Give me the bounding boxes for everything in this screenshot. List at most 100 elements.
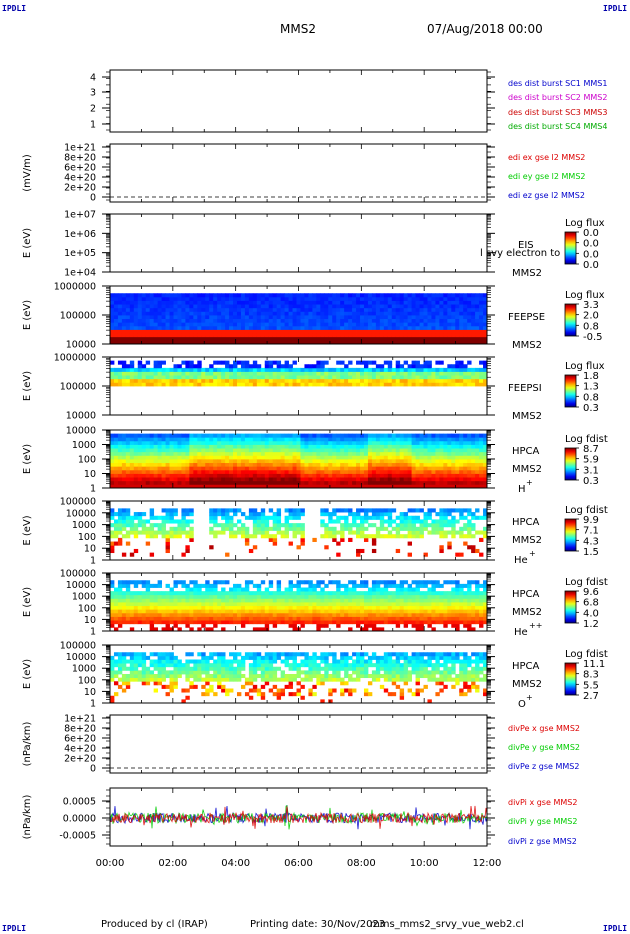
spectrogram-cell: [336, 462, 341, 467]
spectrogram-cell: [367, 325, 373, 330]
spectrogram-cell: [276, 325, 282, 330]
spectrogram-cell: [217, 448, 222, 453]
spectrogram-cell: [157, 480, 162, 485]
spectrogram-cell: [165, 307, 170, 312]
spectrogram-cell: [336, 444, 341, 449]
spectrogram-cell: [260, 304, 266, 309]
spectrogram-cell: [260, 469, 266, 474]
spectrogram-cell: [300, 466, 305, 471]
spectrogram-cell: [360, 526, 365, 531]
spectrogram-cell: [248, 375, 254, 380]
y-tick-label: 100: [78, 532, 96, 543]
spectrogram-cell: [308, 480, 313, 485]
spectrogram-cell: [276, 300, 282, 305]
spectrogram-cell: [149, 620, 155, 625]
spectrogram-cell: [276, 293, 282, 298]
spectrogram-cell: [272, 455, 278, 460]
spectrogram-cell: [236, 609, 242, 614]
spectrogram-cell: [197, 315, 202, 320]
spectrogram-cell: [320, 508, 325, 513]
spectrogram-cell: [427, 329, 432, 334]
spectrogram-cell: [185, 440, 190, 445]
spectrogram-cell: [256, 367, 262, 372]
spectrogram-cell: [145, 296, 151, 301]
spectrogram-cell: [272, 477, 278, 482]
spectrogram-cell: [129, 293, 135, 298]
spectrogram-cell: [221, 367, 226, 372]
spectrogram-cell: [383, 433, 389, 438]
spectrogram-cell: [415, 477, 420, 482]
spectrogram-cell: [121, 508, 127, 513]
spectrogram-cell: [288, 477, 293, 482]
spectrogram-cell: [363, 462, 369, 467]
spectrogram-cell: [244, 382, 250, 387]
spectrogram-cell: [248, 329, 254, 334]
spectrogram-cell: [240, 448, 246, 453]
spectrogram-cell: [308, 333, 313, 338]
spectrogram-cell: [157, 466, 162, 471]
spectrogram-cell: [149, 609, 155, 614]
spectrogram-cell: [113, 300, 119, 305]
spectrogram-cell: [213, 360, 218, 365]
spectrogram-cell: [379, 329, 385, 334]
spectrogram-cell: [300, 375, 305, 380]
spectrogram-cell: [244, 480, 250, 485]
spectrogram-cell: [177, 296, 182, 301]
spectrogram-cell: [391, 336, 397, 341]
spectrogram-cell: [217, 437, 222, 442]
spectrogram-cell: [403, 322, 409, 327]
spectrogram-cell: [419, 462, 424, 467]
spectrogram-cell: [193, 371, 198, 376]
spectrogram-cell: [431, 311, 436, 316]
spectrogram-cell: [387, 519, 393, 524]
spectrogram-cell: [197, 336, 202, 341]
spectrogram-cell: [399, 322, 405, 327]
spectrogram-cell: [407, 329, 412, 334]
spectrogram-cell: [217, 340, 222, 345]
spectrogram-cell: [189, 616, 194, 621]
spectrogram-cell: [252, 325, 258, 330]
spectrogram-cell: [113, 440, 119, 445]
spectrogram-cell: [177, 620, 182, 625]
spectrogram-cell: [169, 526, 174, 531]
spectrogram-cell: [403, 304, 409, 309]
spectrogram-cell: [165, 598, 170, 603]
spectrogram-cell: [125, 364, 131, 369]
spectrogram-cell: [110, 605, 115, 610]
spectrogram-cell: [387, 293, 393, 298]
spectrogram-cell: [117, 440, 123, 445]
spectrogram-cell: [252, 367, 258, 372]
spectrogram-cell: [463, 459, 468, 464]
spectrogram-cell: [348, 440, 353, 445]
spectrogram-cell: [225, 311, 230, 316]
spectrogram-cell: [479, 371, 484, 376]
spectrogram-cell: [463, 367, 468, 372]
spectrogram-cell: [332, 433, 337, 438]
spectrogram-cell: [236, 360, 242, 365]
spectrogram-cell: [161, 437, 166, 442]
spectrogram-cell: [403, 300, 409, 305]
spectrogram-cell: [399, 307, 405, 312]
spectrogram-cell: [189, 322, 194, 327]
spectrogram-cell: [217, 293, 222, 298]
spectrogram-cell: [225, 620, 230, 625]
spectrogram-cell: [233, 300, 238, 305]
spectrogram-cell: [455, 552, 460, 557]
spectrogram-cell: [348, 336, 353, 341]
spectrogram-cell: [141, 448, 147, 453]
spectrogram-cell: [320, 480, 325, 485]
spectrogram-cell: [145, 322, 151, 327]
spectrogram-cell: [304, 451, 309, 456]
spectrogram-cell: [125, 530, 131, 535]
spectrogram-cell: [149, 318, 155, 323]
spectrogram-cell: [407, 526, 412, 531]
spectrogram-cell: [324, 477, 329, 482]
spectrogram-cell: [244, 444, 250, 449]
spectrogram-cell: [483, 296, 488, 301]
spectrogram-cell: [423, 477, 428, 482]
spectrogram-cell: [344, 477, 349, 482]
spectrogram-cell: [479, 293, 484, 298]
spectrogram-cell: [312, 378, 317, 383]
spectrogram-cell: [340, 473, 345, 478]
spectrogram-cell: [292, 378, 297, 383]
